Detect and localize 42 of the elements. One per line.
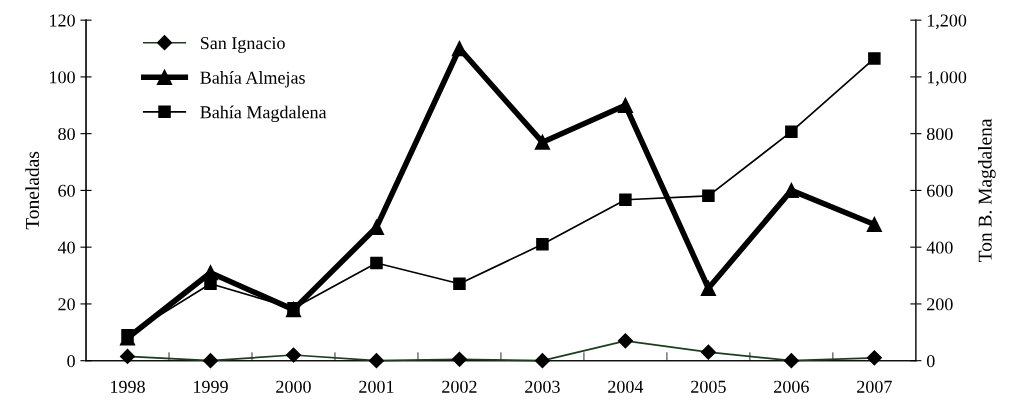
x-tick-label: 2003	[525, 380, 560, 393]
y-tick-label: 80	[58, 127, 75, 141]
point	[536, 238, 549, 251]
y-axis-title: Toneladas	[25, 151, 40, 230]
legend-label: Bahía Magdalena	[200, 105, 327, 123]
point	[866, 216, 883, 233]
y2-tick-label: 0	[926, 354, 935, 368]
point	[370, 256, 383, 270]
point	[453, 277, 466, 291]
x-tick-label: 2004	[608, 380, 644, 393]
y-tick-label: 120	[50, 14, 75, 27]
x-tick-label: 1998	[111, 380, 145, 393]
legend-label: Bahía Almejas	[200, 71, 305, 88]
y-tick-label: 100	[50, 71, 75, 84]
point	[619, 193, 632, 207]
point	[783, 182, 800, 199]
x-tick-label: 2006	[774, 380, 809, 393]
y2-tick-label: 600	[927, 184, 953, 197]
point	[617, 97, 634, 113]
point	[534, 134, 551, 150]
x-tick-label: 2002	[442, 380, 477, 393]
x-tick-label: 1999	[194, 380, 228, 393]
y-tick-label: 0	[67, 354, 75, 368]
x-tick-label: 2007	[857, 380, 892, 393]
point	[700, 280, 717, 296]
point	[451, 40, 468, 57]
y2-tick-label: 200	[927, 298, 953, 311]
point	[702, 189, 715, 203]
x-tick-label: 2001	[359, 380, 394, 393]
x-tick-label: 2000	[276, 380, 311, 393]
point	[868, 52, 881, 65]
x-tick-label: 2005	[691, 380, 726, 393]
legend-label: San Ignacio	[200, 37, 285, 53]
y-tick-label: 20	[58, 298, 75, 311]
y-tick-label: 40	[57, 241, 75, 254]
point	[785, 125, 798, 138]
y-tick-label: 60	[58, 184, 75, 197]
y2-tick-label: 800	[926, 127, 953, 141]
y2-axis-title: Ton B. Magdalena	[978, 118, 996, 263]
y2-tick-label: 1,200	[927, 14, 967, 30]
y2-tick-label: 400	[926, 241, 953, 254]
y2-tick-label: 1,000	[927, 71, 967, 86]
